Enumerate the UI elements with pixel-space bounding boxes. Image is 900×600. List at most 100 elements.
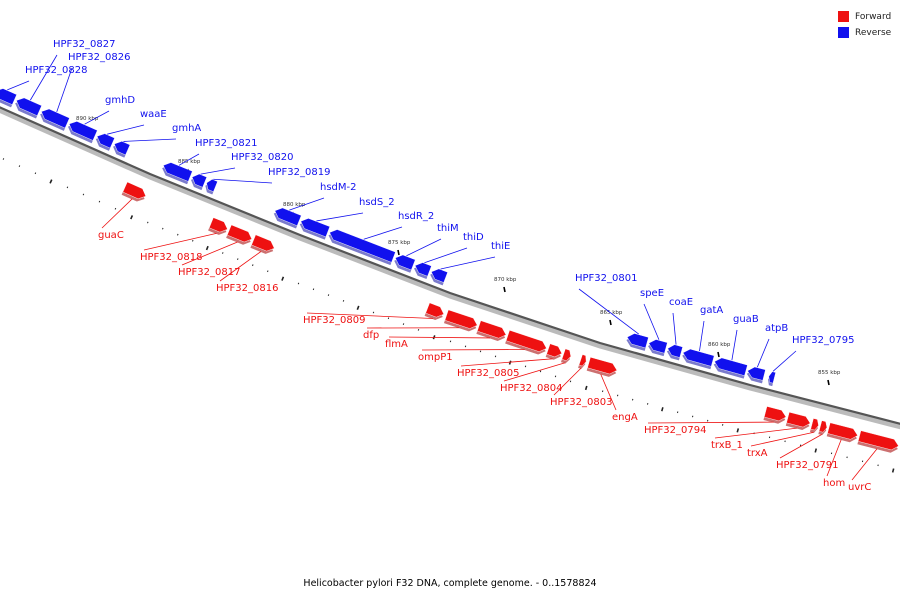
gene-label: trxB_1 (711, 440, 743, 451)
minor-tick (814, 448, 818, 453)
minor-tick (130, 215, 134, 220)
minor-tick (312, 288, 315, 291)
gene-gmhD (67, 121, 98, 144)
gene-label: HPF32_0818 (140, 252, 202, 263)
label-leader (460, 358, 553, 367)
gene-arrow (16, 97, 42, 117)
gene-gatA (682, 348, 715, 370)
major-tick (609, 319, 612, 326)
gene-label: waaE (140, 109, 167, 120)
gene-label: HPF32_0803 (550, 397, 612, 408)
gene-label: hsdM-2 (320, 182, 357, 193)
minor-tick (147, 221, 149, 224)
gene-arrow (300, 218, 331, 238)
label-leader (219, 251, 262, 282)
gene-HPF32_0805 (545, 343, 563, 360)
label-leader (731, 329, 738, 361)
gene-label: flmA (385, 339, 408, 350)
label-leader (699, 320, 705, 352)
label-leader (101, 198, 133, 229)
label-leader (30, 54, 58, 101)
scale-label: 885 kbp (178, 159, 201, 165)
gene-HPF32_0817 (226, 224, 253, 245)
gene-features (0, 88, 899, 453)
gene-label: HPF32_0826 (68, 52, 130, 63)
label-leader (600, 374, 617, 411)
scale-label: 860 kbp (708, 342, 731, 348)
label-leader (714, 427, 798, 439)
gene-arrow (818, 420, 828, 433)
gene-arrow (414, 262, 432, 277)
minor-tick (192, 239, 194, 242)
gene-label: thiD (463, 232, 484, 243)
gene-label: HPF32_0821 (195, 138, 257, 149)
gene-labels: HPF32_0828 HPF32_0827 HPF32_0826 gmhD waaE gm… (7, 39, 878, 493)
gene-HPF32_0795 (767, 371, 776, 387)
major-tick (397, 249, 400, 256)
minor-tick (342, 299, 345, 302)
label-leader (200, 167, 236, 175)
gene-label: HPF32_0827 (53, 39, 115, 50)
label-leader (772, 350, 797, 372)
legend-item-forward: Forward (838, 9, 891, 24)
gene-HPF32_0826 (40, 108, 70, 131)
gene-arrow (810, 418, 819, 431)
gene-label: engA (612, 412, 638, 423)
gene-arrow (96, 133, 115, 149)
gene-label: atpB (765, 323, 788, 334)
gene-arrow (857, 430, 899, 451)
minor-tick (402, 323, 405, 325)
gene-arrow (68, 121, 98, 141)
minor-tick (2, 158, 5, 160)
label-leader (306, 312, 433, 319)
gene-label: gmhD (105, 95, 135, 106)
minor-tick (222, 252, 224, 254)
gene-arrow (395, 254, 416, 271)
legend-label-forward: Forward (855, 11, 892, 22)
minor-tick (508, 360, 512, 365)
major-tick (717, 351, 720, 358)
gene-label: HPF32_0805 (457, 368, 519, 379)
minor-tick (49, 179, 53, 184)
backbone-line (0, 106, 900, 425)
label-leader (851, 448, 878, 481)
minor-tick (327, 294, 330, 296)
gene-arrow (329, 229, 396, 263)
gene-arrow (747, 366, 766, 381)
gene-uvrC (857, 430, 899, 453)
gene-thiM (394, 254, 416, 273)
gene-label: thiM (437, 223, 459, 234)
gene-arrow (505, 330, 547, 352)
gene-label: HPF32_0817 (178, 267, 240, 278)
gene-arrow (768, 371, 776, 384)
gene-HPF32_0809 (424, 302, 445, 320)
gene-hom (826, 422, 858, 443)
minor-tick (66, 186, 69, 189)
major-tick (503, 286, 506, 293)
legend-label-reverse: Reverse (855, 27, 892, 38)
gene-arrow (122, 181, 147, 200)
minor-tick (281, 276, 285, 281)
gene-arrow (786, 411, 811, 428)
label-leader (424, 247, 468, 264)
label-leader (289, 197, 325, 211)
gene-label: speE (640, 288, 664, 299)
gene-label: HPF32_0791 (776, 460, 838, 471)
gene-arrow (431, 268, 448, 283)
label-leader (363, 226, 403, 240)
gene-arrow (114, 141, 131, 156)
gene-label: ompP1 (418, 352, 453, 363)
genome-caption: Helicobacter pylori F32 DNA, complete ge… (303, 578, 597, 589)
minor-tick (114, 207, 117, 210)
gene-label: uvrC (848, 482, 871, 493)
gene-arrow (274, 207, 302, 226)
gene-label: HPF32_0801 (575, 273, 637, 284)
gene-label: dfp (363, 330, 379, 341)
minor-tick (18, 165, 21, 168)
gene-label: HPF32_0816 (216, 283, 278, 294)
gene-label: HPF32_0794 (644, 425, 706, 436)
gene-HPF32_0801 (626, 333, 649, 351)
gene-HPF32_0827 (15, 97, 42, 119)
minor-tick (417, 328, 420, 331)
gene-HPF32_0803 (578, 354, 587, 369)
